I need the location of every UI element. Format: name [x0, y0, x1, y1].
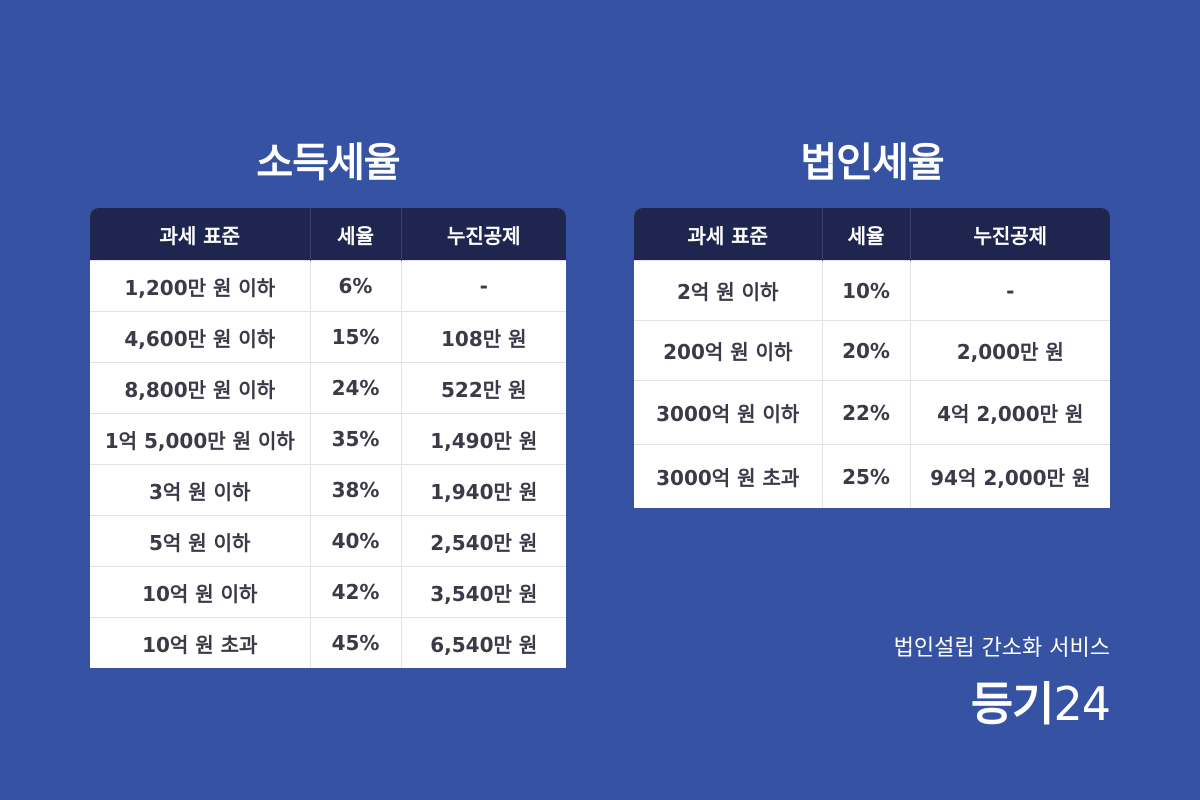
cell-deduction: 3,540만 원	[400, 566, 566, 618]
column-header-rate: 세율	[821, 208, 910, 261]
cell-tax-base: 10억 원 초과	[90, 617, 310, 668]
cell-tax-base: 1억 5,000만 원 이하	[90, 413, 310, 465]
logo-text-bold: 등기	[970, 677, 1055, 731]
income-tax-title: 소득세율	[256, 140, 400, 186]
cell-rate: 20%	[821, 320, 910, 381]
cell-deduction: 108만 원	[400, 311, 566, 363]
table-row: 10억 원 초과 45% 6,540만 원	[90, 617, 566, 668]
cell-rate: 25%	[821, 444, 910, 508]
cell-tax-base: 3000억 원 이하	[634, 380, 822, 445]
cell-deduction: -	[909, 260, 1110, 321]
cell-deduction: 6,540만 원	[400, 617, 566, 668]
cell-rate: 35%	[309, 413, 401, 465]
column-header-tax-base: 과세 표준	[90, 208, 310, 261]
cell-tax-base: 1,200만 원 이하	[90, 260, 310, 312]
cell-tax-base: 8,800만 원 이하	[90, 362, 310, 414]
column-header-deduction: 누진공제	[400, 208, 566, 261]
cell-tax-base: 2억 원 이하	[634, 260, 822, 321]
cell-tax-base: 3000억 원 초과	[634, 444, 822, 508]
cell-tax-base: 200억 원 이하	[634, 320, 822, 381]
cell-tax-base: 3억 원 이하	[90, 464, 310, 516]
table-row: 8,800만 원 이하 24% 522만 원	[90, 362, 566, 414]
cell-rate: 22%	[821, 380, 910, 445]
cell-rate: 42%	[309, 566, 401, 618]
column-header-deduction: 누진공제	[909, 208, 1110, 261]
cell-deduction: 2,000만 원	[909, 320, 1110, 381]
table-row: 3억 원 이하 38% 1,940만 원	[90, 464, 566, 516]
table-row: 2억 원 이하 10% -	[634, 260, 1110, 321]
corporate-tax-title: 법인세율	[800, 140, 944, 186]
cell-rate: 40%	[309, 515, 401, 567]
table-row: 4,600만 원 이하 15% 108만 원	[90, 311, 566, 363]
table-row: 3000억 원 초과 25% 94억 2,000만 원	[634, 444, 1110, 508]
cell-rate: 6%	[309, 260, 401, 312]
cell-deduction: 1,940만 원	[400, 464, 566, 516]
table-row: 3000억 원 이하 22% 4억 2,000만 원	[634, 380, 1110, 445]
cell-rate: 10%	[821, 260, 910, 321]
cell-deduction: 1,490만 원	[400, 413, 566, 465]
cell-tax-base: 4,600만 원 이하	[90, 311, 310, 363]
cell-rate: 45%	[309, 617, 401, 668]
table-header-row: 과세 표준 세율 누진공제	[634, 208, 1110, 261]
table-row: 1,200만 원 이하 6% -	[90, 260, 566, 312]
table-header-row: 과세 표준 세율 누진공제	[90, 208, 566, 261]
cell-tax-base: 5억 원 이하	[90, 515, 310, 567]
brand-logo: 등기24	[970, 668, 1111, 734]
table-row: 1억 5,000만 원 이하 35% 1,490만 원	[90, 413, 566, 465]
cell-rate: 15%	[309, 311, 401, 363]
corporate-tax-table: 과세 표준 세율 누진공제 2억 원 이하 10% - 200억 원 이하 20…	[634, 208, 1110, 508]
cell-deduction: -	[400, 260, 566, 312]
logo-text-light: 24	[1053, 677, 1111, 731]
income-tax-table: 과세 표준 세율 누진공제 1,200만 원 이하 6% - 4,600만 원 …	[90, 208, 566, 668]
cell-deduction: 4억 2,000만 원	[909, 380, 1110, 445]
cell-deduction: 2,540만 원	[400, 515, 566, 567]
cell-rate: 24%	[309, 362, 401, 414]
service-tagline: 법인설립 간소화 서비스	[893, 636, 1110, 661]
table-row: 200억 원 이하 20% 2,000만 원	[634, 320, 1110, 381]
cell-tax-base: 10억 원 이하	[90, 566, 310, 618]
column-header-tax-base: 과세 표준	[634, 208, 822, 261]
cell-rate: 38%	[309, 464, 401, 516]
cell-deduction: 94억 2,000만 원	[909, 444, 1110, 508]
table-row: 10억 원 이하 42% 3,540만 원	[90, 566, 566, 618]
table-row: 5억 원 이하 40% 2,540만 원	[90, 515, 566, 567]
column-header-rate: 세율	[309, 208, 401, 261]
cell-deduction: 522만 원	[400, 362, 566, 414]
